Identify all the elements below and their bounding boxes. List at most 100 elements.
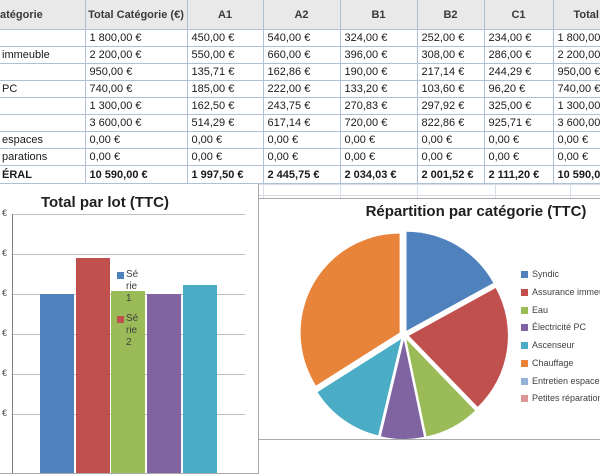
- header-cell[interactable]: B2: [416, 0, 485, 30]
- legend-item[interactable]: Série 1: [117, 269, 141, 305]
- value-cell[interactable]: 217,14 €: [416, 63, 485, 81]
- value-cell[interactable]: 720,00 €: [339, 114, 418, 132]
- value-cell[interactable]: 0,00 €: [262, 131, 341, 149]
- header-cell[interactable]: C1: [483, 0, 554, 30]
- value-cell[interactable]: 660,00 €: [262, 46, 341, 64]
- header-cell[interactable]: Total Catégorie (€): [84, 0, 188, 30]
- value-cell[interactable]: 0,00 €: [552, 131, 600, 149]
- value-cell[interactable]: 222,00 €: [262, 80, 341, 98]
- value-cell[interactable]: 2 034,03 €: [339, 165, 418, 184]
- value-cell[interactable]: 10 590,00 €: [552, 165, 600, 184]
- value-cell[interactable]: 0,00 €: [483, 131, 554, 149]
- value-cell[interactable]: 0,00 €: [416, 148, 485, 166]
- value-cell[interactable]: 3 600,00 €: [84, 114, 188, 132]
- value-cell[interactable]: 950,00 €: [84, 63, 188, 81]
- legend-item[interactable]: Assurance immeuble: [521, 287, 600, 298]
- row-label-cell[interactable]: [0, 63, 86, 81]
- value-cell[interactable]: 243,75 €: [262, 97, 341, 115]
- legend-item[interactable]: Série 2: [117, 313, 141, 349]
- value-cell[interactable]: 133,20 €: [339, 80, 418, 98]
- row-label-cell[interactable]: [0, 97, 86, 115]
- value-cell[interactable]: 1 800,00 €: [84, 29, 188, 47]
- row-label-cell[interactable]: [0, 29, 86, 47]
- value-cell[interactable]: 540,00 €: [262, 29, 341, 47]
- legend-item[interactable]: Chauffage: [521, 358, 573, 369]
- value-cell[interactable]: 950,00 €: [552, 63, 600, 81]
- bar-C1[interactable]: [182, 285, 217, 473]
- value-cell[interactable]: 1 300,00 €: [84, 97, 188, 115]
- value-cell[interactable]: 550,00 €: [186, 46, 264, 64]
- value-cell[interactable]: 2 200,00 €: [84, 46, 188, 64]
- value-cell[interactable]: 162,50 €: [186, 97, 264, 115]
- legend-item[interactable]: Entretien espaces: [521, 376, 600, 387]
- value-cell[interactable]: 324,00 €: [339, 29, 418, 47]
- value-cell[interactable]: 396,00 €: [339, 46, 418, 64]
- value-cell[interactable]: 0,00 €: [339, 148, 418, 166]
- pie-chart-title[interactable]: Répartition par catégorie (TTC): [365, 203, 587, 220]
- row-label-cell[interactable]: immeuble: [0, 46, 86, 64]
- row-label-cell[interactable]: espaces: [0, 131, 86, 149]
- value-cell[interactable]: 1 997,50 €: [186, 165, 264, 184]
- header-cell[interactable]: atégorie: [0, 0, 86, 30]
- value-cell[interactable]: 0,00 €: [483, 148, 554, 166]
- legend-item[interactable]: Ascenseur: [521, 340, 575, 351]
- value-cell[interactable]: 740,00 €: [84, 80, 188, 98]
- row-label-cell[interactable]: PC: [0, 80, 86, 98]
- value-cell[interactable]: 0,00 €: [186, 131, 264, 149]
- value-cell[interactable]: 0,00 €: [552, 148, 600, 166]
- value-cell[interactable]: 0,00 €: [84, 131, 188, 149]
- value-cell[interactable]: 2 200,00 €: [552, 46, 600, 64]
- bar-A2[interactable]: [75, 258, 110, 473]
- value-cell[interactable]: 297,92 €: [416, 97, 485, 115]
- value-cell[interactable]: 450,00 €: [186, 29, 264, 47]
- value-cell[interactable]: 10 590,00 €: [84, 165, 188, 184]
- value-cell[interactable]: 1 300,00 €: [552, 97, 600, 115]
- pie-slice[interactable]: [380, 340, 424, 439]
- header-cell[interactable]: A1: [186, 0, 264, 30]
- row-label-cell[interactable]: parations: [0, 148, 86, 166]
- y-axis-tick-label[interactable]: 2 500,00 €: [0, 248, 7, 258]
- legend-item[interactable]: Électricité PC: [521, 322, 586, 333]
- value-cell[interactable]: 2 111,20 €: [483, 165, 554, 184]
- pie-slice[interactable]: [300, 233, 400, 386]
- pie-slice[interactable]: [408, 288, 508, 407]
- value-cell[interactable]: 2 445,75 €: [262, 165, 341, 184]
- bar-chart-panel[interactable]: Total par lot (TTC) 3 000,00 € 2 500,00 €…: [0, 182, 259, 474]
- value-cell[interactable]: 96,20 €: [483, 80, 554, 98]
- value-cell[interactable]: 740,00 €: [552, 80, 600, 98]
- pie-slice[interactable]: [406, 339, 476, 437]
- value-cell[interactable]: 514,29 €: [186, 114, 264, 132]
- y-axis-tick-label[interactable]: 2 000,00 €: [0, 288, 7, 298]
- bar-A1[interactable]: [40, 294, 74, 473]
- pie-chart-panel[interactable]: Répartition par catégorie (TTC) Syndic As…: [258, 198, 600, 440]
- value-cell[interactable]: 286,00 €: [483, 46, 554, 64]
- bar-B2[interactable]: [147, 293, 182, 473]
- value-cell[interactable]: 252,00 €: [416, 29, 485, 47]
- value-cell[interactable]: 3 600,00 €: [552, 114, 600, 132]
- header-cell[interactable]: A2: [262, 0, 341, 30]
- legend-item[interactable]: Syndic: [521, 269, 559, 280]
- value-cell[interactable]: 0,00 €: [84, 148, 188, 166]
- row-label-cell[interactable]: [0, 114, 86, 132]
- value-cell[interactable]: 0,00 €: [262, 148, 341, 166]
- value-cell[interactable]: 308,00 €: [416, 46, 485, 64]
- legend-item[interactable]: Eau: [521, 305, 548, 316]
- value-cell[interactable]: 617,14 €: [262, 114, 341, 132]
- value-cell[interactable]: 270,83 €: [339, 97, 418, 115]
- header-cell[interactable]: B1: [339, 0, 418, 30]
- value-cell[interactable]: 0,00 €: [186, 148, 264, 166]
- pie-slice[interactable]: [317, 339, 402, 436]
- row-label-cell[interactable]: ÉRAL: [0, 165, 86, 184]
- y-axis-tick-label[interactable]: 1 500,00 €: [0, 328, 7, 338]
- value-cell[interactable]: 244,29 €: [483, 63, 554, 81]
- legend-item[interactable]: Petites réparations: [521, 393, 600, 404]
- value-cell[interactable]: 325,00 €: [483, 97, 554, 115]
- value-cell[interactable]: 0,00 €: [416, 131, 485, 149]
- value-cell[interactable]: 190,00 €: [339, 63, 418, 81]
- bar-chart-title[interactable]: Total par lot (TTC): [40, 194, 170, 211]
- value-cell[interactable]: 185,00 €: [186, 80, 264, 98]
- y-axis-tick-label[interactable]: 1 000,00 €: [0, 368, 7, 378]
- bar-chart-legend[interactable]: Série 1 Série 2: [117, 269, 141, 357]
- pie-slice[interactable]: [406, 231, 494, 331]
- y-axis-tick-label[interactable]: 500,00 €: [0, 408, 7, 418]
